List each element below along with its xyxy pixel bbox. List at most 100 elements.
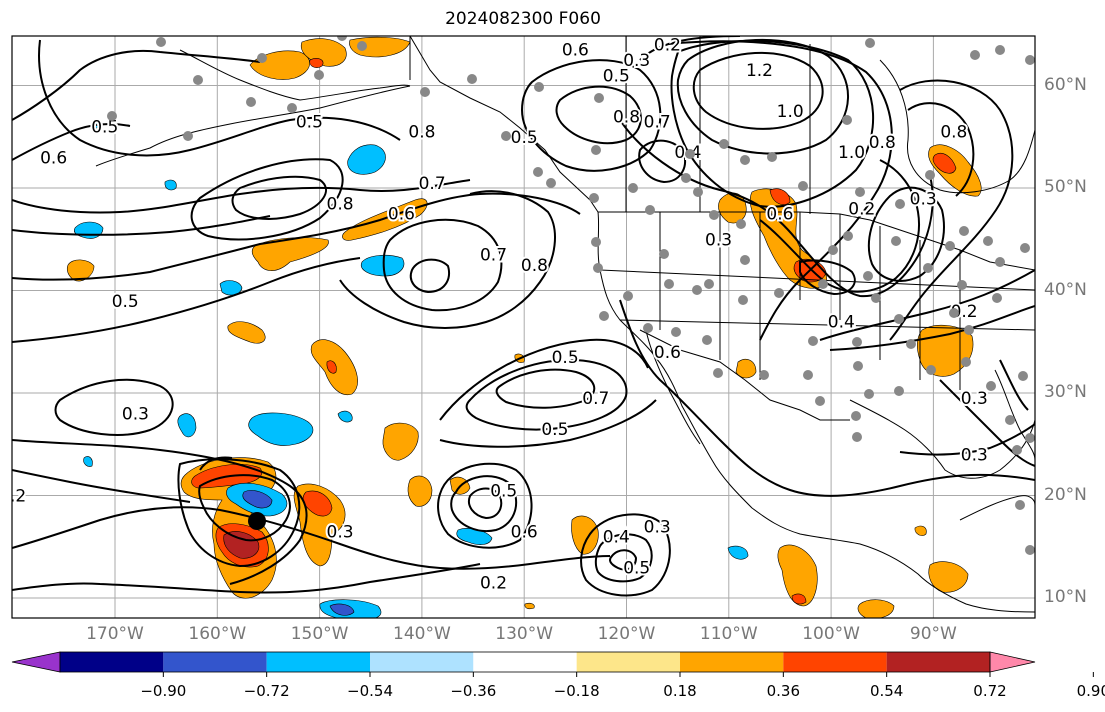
contour-19: [439, 338, 649, 421]
station-dot: [986, 381, 996, 391]
contour-47: [619, 299, 1035, 497]
contour-4: [12, 215, 271, 236]
coast-alaska-west: [179, 49, 411, 101]
station-dot: [949, 308, 959, 318]
contour-label: 0.3: [705, 230, 732, 250]
contour-label: 0.8: [521, 256, 548, 276]
contour-label: 0.3: [623, 51, 650, 71]
coast-gulf: [849, 399, 1035, 479]
contour-28: [520, 59, 662, 172]
station-dot: [546, 178, 556, 188]
contour-20: [439, 399, 657, 448]
shade-storm-darkred: [223, 531, 260, 559]
contour-2: [38, 39, 401, 157]
station-dot: [774, 288, 784, 298]
station-dot: [709, 210, 719, 220]
contour-26: [609, 549, 638, 571]
shade-us-red-2: [769, 188, 791, 205]
shaded-anomalies: [66, 36, 982, 618]
station-dot: [287, 103, 297, 113]
contour-label: 0.5: [511, 128, 538, 148]
station-dot: [945, 241, 955, 251]
contour-label: 0.6: [766, 205, 793, 225]
station-dot: [767, 152, 777, 162]
station-dot: [643, 323, 653, 333]
shade-trop-blue-1: [329, 603, 355, 616]
map-title: 2024082300 F060: [445, 9, 601, 29]
contour-32: [670, 39, 874, 208]
contour-label: 0.7: [582, 389, 609, 409]
contour-13: [190, 158, 344, 241]
station-dot: [803, 370, 813, 380]
station-dot: [599, 311, 609, 321]
station-dot: [798, 181, 808, 191]
contour-label: 1.0: [777, 102, 804, 122]
shade-trop-orange-5: [914, 525, 927, 536]
station-dot: [740, 155, 750, 165]
station-dot: [808, 336, 818, 346]
station-dot: [855, 187, 865, 197]
contour-48: [198, 474, 291, 542]
contour-label: 0.5: [623, 558, 650, 578]
contour-36: [759, 159, 920, 293]
station-dot: [736, 219, 746, 229]
coast-alaska-north: [409, 36, 599, 213]
contour-18: [465, 358, 628, 431]
colorbar-swatch: [473, 652, 577, 672]
contour-label: 0.5: [112, 292, 139, 312]
contour-label: 1.0: [838, 143, 865, 163]
contour-label: 0.5: [552, 348, 579, 368]
coast-baja: [645, 329, 701, 445]
map-frame: [11, 35, 1036, 619]
contour-8: [12, 439, 308, 585]
contour-label: 0.5: [603, 66, 630, 86]
storm-center-marker: [248, 512, 266, 530]
shade-sub-orange-2: [407, 475, 433, 507]
station-dot: [685, 149, 695, 159]
contour-label: 0.5: [490, 481, 517, 501]
station-dot: [704, 279, 714, 289]
station-dot: [959, 226, 969, 236]
longitude-label: 170°W: [86, 624, 144, 644]
shade-trop-red-1: [791, 593, 807, 605]
station-dot: [702, 335, 712, 345]
station-dot: [923, 263, 933, 273]
colorbar-tick-label: −0.72: [243, 682, 290, 700]
border-us-mexico: [639, 329, 850, 421]
contour-49: [177, 458, 301, 568]
colorbar-tick-label: 0.54: [869, 682, 904, 700]
station-dot: [713, 368, 723, 378]
contour-label: 0.2: [0, 487, 26, 507]
colorbar: [11, 651, 1094, 677]
station-dot: [992, 293, 1002, 303]
station-dot: [501, 131, 511, 141]
station-dot: [1025, 545, 1035, 555]
contour-labels: 0.50.80.70.60.80.70.80.50.60.50.30.20.50…: [0, 36, 990, 596]
contour-35: [619, 119, 934, 298]
coast-florida: [994, 369, 1035, 461]
contour-43: [939, 379, 1035, 467]
station-dot: [1015, 500, 1025, 510]
shade-alaska-4: [309, 58, 324, 68]
station-dot: [314, 70, 324, 80]
contour-3: [12, 179, 471, 214]
station-dot: [891, 236, 901, 246]
contour-41: [819, 269, 1035, 341]
station-dot: [628, 183, 638, 193]
station-dot: [843, 231, 853, 241]
shade-np-cyan-1: [347, 144, 386, 175]
station-dot: [871, 293, 881, 303]
contour-label: 0.3: [961, 389, 988, 409]
station-dot: [591, 237, 601, 247]
colorbar-tick-label: 0.90: [1076, 682, 1105, 700]
station-dot: [815, 396, 825, 406]
shade-trop-cyan-3: [727, 545, 749, 560]
colorbar-swatch: [163, 652, 267, 672]
contour-label: 0.7: [644, 112, 671, 132]
contour-label: 0.4: [603, 528, 630, 548]
contour-37: [799, 259, 856, 296]
station-dot: [1012, 445, 1022, 455]
colorbar-tick-label: 0.72: [973, 682, 1007, 700]
coast-hudson: [879, 59, 1035, 194]
contour-label: 0.2: [848, 200, 875, 220]
